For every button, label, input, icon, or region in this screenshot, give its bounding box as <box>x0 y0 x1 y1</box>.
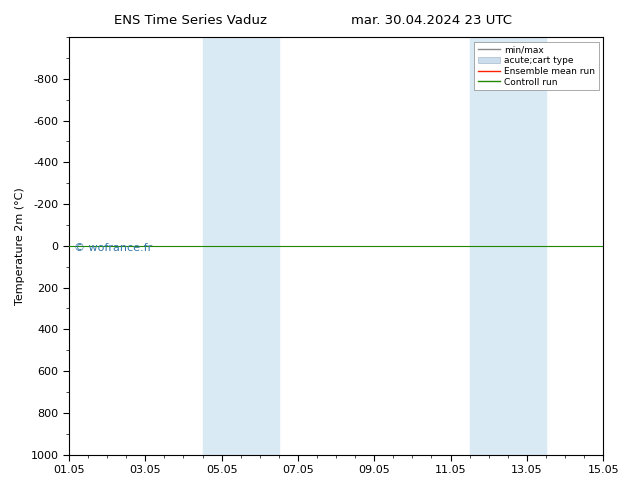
Bar <box>241 37 279 455</box>
Text: mar. 30.04.2024 23 UTC: mar. 30.04.2024 23 UTC <box>351 14 512 27</box>
Text: © wofrance.fr: © wofrance.fr <box>74 243 153 253</box>
Bar <box>470 37 508 455</box>
Bar <box>508 37 546 455</box>
Text: ENS Time Series Vaduz: ENS Time Series Vaduz <box>113 14 267 27</box>
Legend: min/max, acute;cart type, Ensemble mean run, Controll run: min/max, acute;cart type, Ensemble mean … <box>474 42 598 90</box>
Y-axis label: Temperature 2m (°C): Temperature 2m (°C) <box>15 187 25 305</box>
Bar <box>202 37 241 455</box>
